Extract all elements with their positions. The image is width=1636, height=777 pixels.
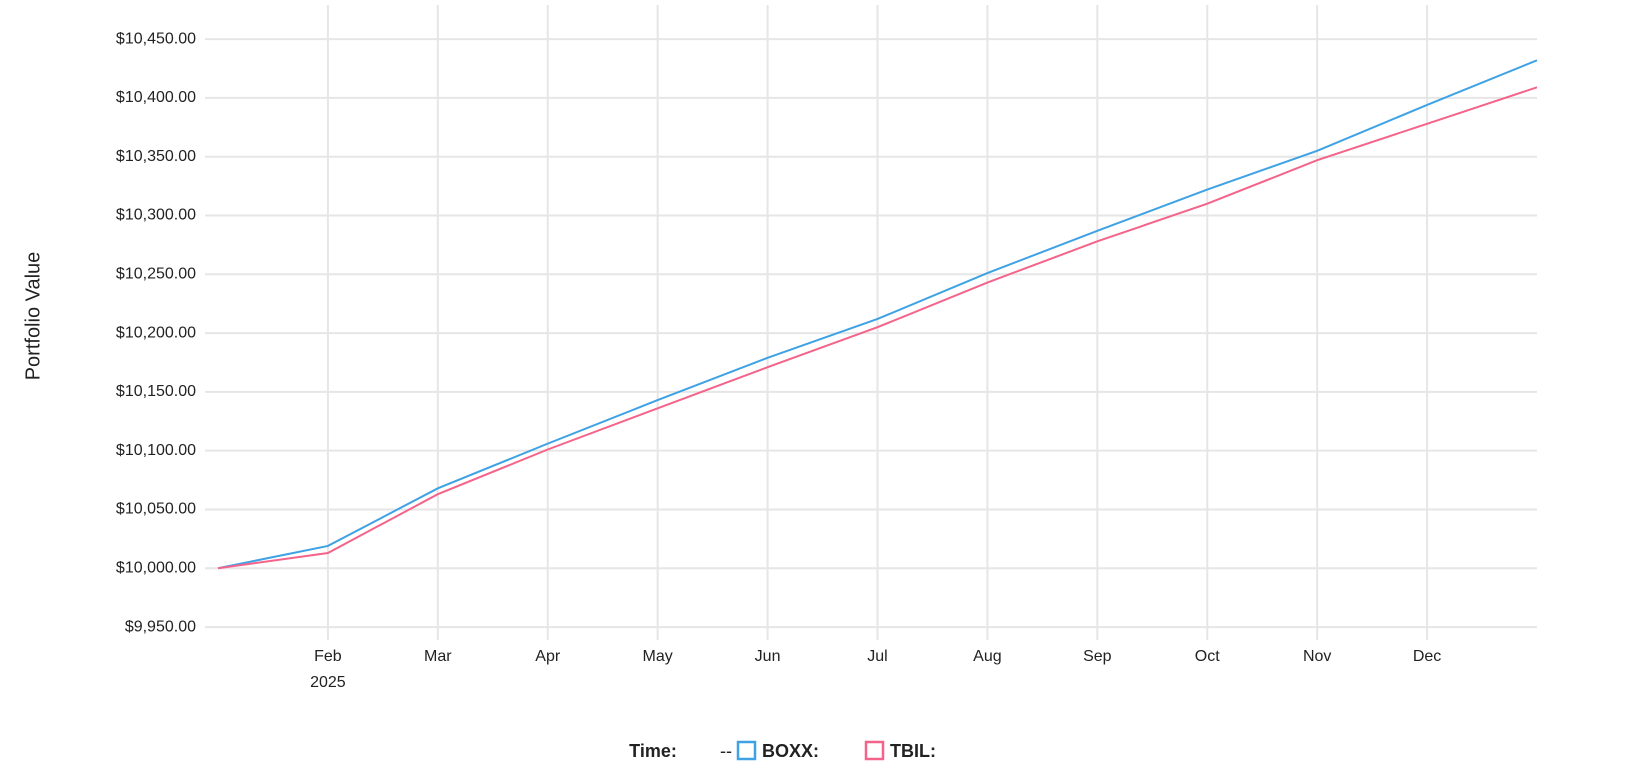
y-tick-label: $10,050.00 (116, 501, 196, 518)
legend-swatch (736, 740, 757, 761)
y-tick-label: $10,100.00 (116, 442, 196, 459)
x-tick-label: Aug (973, 648, 1001, 665)
legend-swatch (864, 740, 885, 761)
x-tick-label: Jul (867, 648, 887, 665)
legend-label: BOXX: (762, 741, 819, 761)
x-tick-label: Dec (1413, 648, 1441, 665)
x-tick-label: Sep (1083, 648, 1112, 665)
series-line (217, 59, 1538, 570)
y-tick-label: $10,150.00 (116, 383, 196, 400)
legend-time-value: -- (720, 741, 732, 761)
y-tick-label: $10,300.00 (116, 207, 196, 224)
x-tick-label: Mar (424, 648, 452, 665)
y-tick-label: $10,450.00 (116, 30, 196, 47)
series-line (217, 86, 1538, 570)
x-tick-label: Oct (1195, 648, 1220, 665)
y-tick-label: $10,000.00 (116, 559, 196, 576)
x-tick-label: May (643, 648, 673, 665)
x-year-label: 2025 (310, 674, 346, 691)
x-tick-label: Feb (314, 648, 342, 665)
y-tick-label: $10,250.00 (116, 266, 196, 283)
y-axis-title: Portfolio Value (22, 252, 44, 381)
y-tick-label: $10,400.00 (116, 89, 196, 106)
y-tick-label: $10,200.00 (116, 324, 196, 341)
x-tick-label: Jun (755, 648, 781, 665)
y-tick-label: $10,350.00 (116, 148, 196, 165)
x-tick-label: Nov (1303, 648, 1331, 665)
y-tick-label: $9,950.00 (125, 618, 196, 635)
legend-label: TBIL: (890, 741, 936, 761)
x-tick-label: Apr (535, 648, 561, 665)
legend-time-label: Time: (629, 741, 677, 761)
